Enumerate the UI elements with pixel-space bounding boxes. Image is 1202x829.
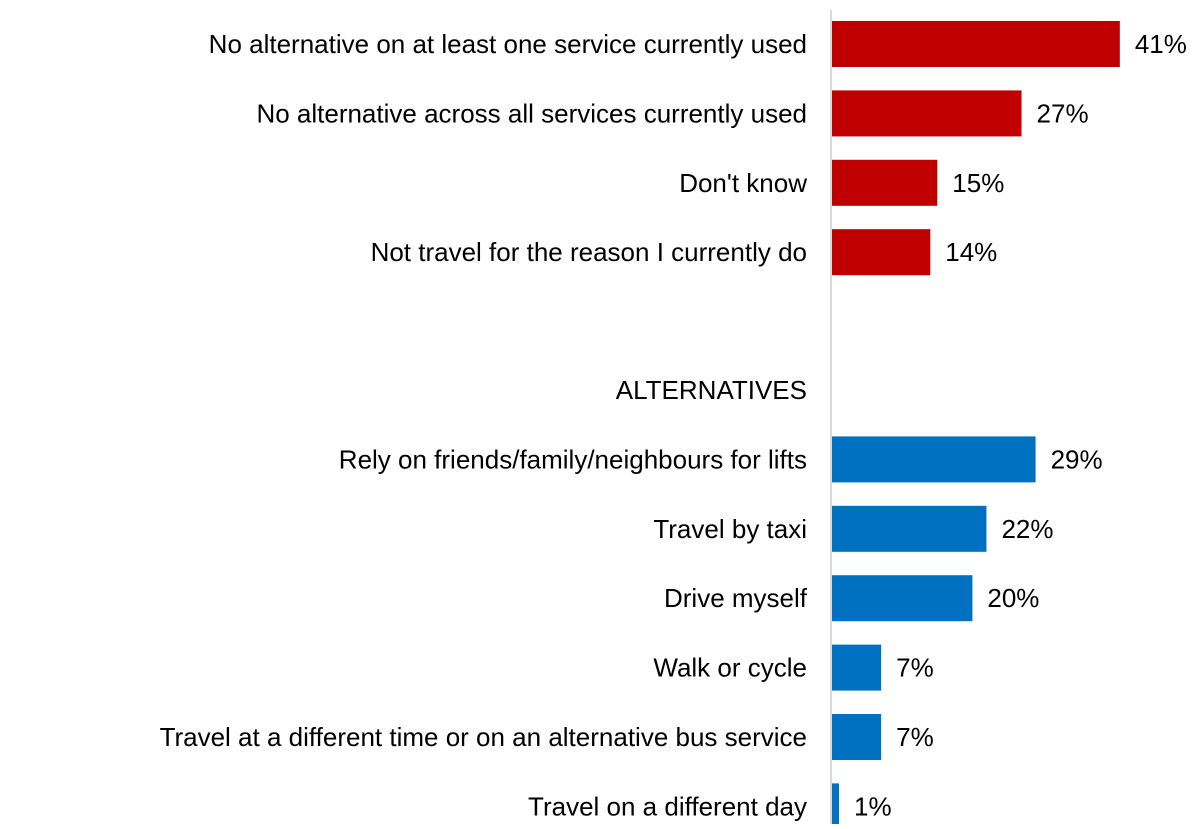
data-label: 41% xyxy=(1135,29,1187,59)
data-label: 15% xyxy=(952,168,1004,198)
bar xyxy=(832,21,1120,67)
category-label: Rely on friends/family/neighbours for li… xyxy=(339,444,807,474)
bar xyxy=(832,783,840,829)
bar xyxy=(832,714,882,760)
category-label: Drive myself xyxy=(664,583,808,613)
category-label: No alternative on at least one service c… xyxy=(209,29,807,59)
category-label: Walk or cycle xyxy=(653,653,807,683)
data-label: 7% xyxy=(896,722,934,752)
data-label: 1% xyxy=(854,791,892,821)
data-label: 22% xyxy=(1001,514,1053,544)
bar xyxy=(832,505,987,552)
bar-group-2: ALTERNATIVES Rely on friends/family/neigh… xyxy=(160,375,1103,829)
data-label: 27% xyxy=(1037,98,1089,128)
category-label: Travel at a different time or on an alte… xyxy=(160,722,807,752)
category-label: Not travel for the reason I currently do xyxy=(371,237,807,267)
bar xyxy=(832,229,931,276)
bar-group-1: No alternative on at least one service c… xyxy=(209,21,1187,276)
bar xyxy=(832,575,973,622)
data-label: 14% xyxy=(945,237,997,267)
bar xyxy=(832,644,882,691)
category-label: Don't know xyxy=(679,168,807,198)
bar xyxy=(832,436,1036,483)
data-label: 20% xyxy=(987,583,1039,613)
category-label: Travel on a different day xyxy=(528,791,807,821)
bar xyxy=(832,90,1022,137)
data-label: 29% xyxy=(1051,444,1103,474)
bar xyxy=(832,159,938,206)
category-label: Travel by taxi xyxy=(653,514,807,544)
category-label: No alternative across all services curre… xyxy=(256,98,807,128)
group-heading: ALTERNATIVES xyxy=(616,375,807,405)
chart-groups: No alternative on at least one service c… xyxy=(160,21,1187,829)
data-label: 7% xyxy=(896,653,934,683)
